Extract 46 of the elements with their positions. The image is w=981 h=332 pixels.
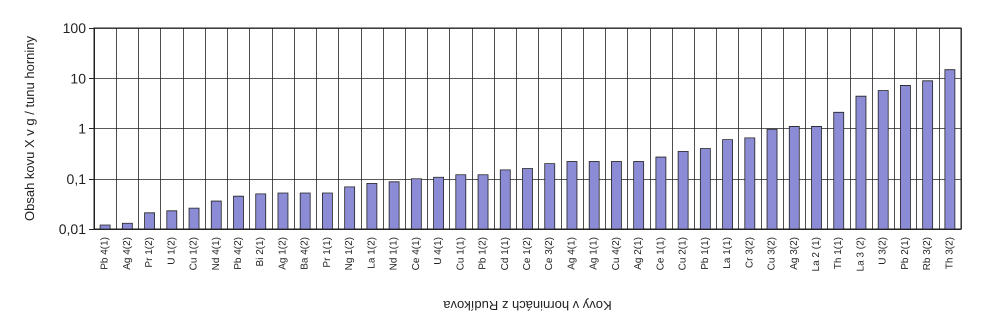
x-tick-label: Pr 1(1) xyxy=(322,237,333,268)
x-tick-label: Ce 3(2) xyxy=(544,237,556,270)
x-tick-label: Nd 4(1) xyxy=(210,237,222,270)
x-tick-label: Ce 4(1) xyxy=(410,237,422,270)
x-tick-label: Pb 1(2) xyxy=(478,237,489,270)
x-tick-label: La 3 (2) xyxy=(855,237,866,272)
x-tick-label: Ag 4(2) xyxy=(122,237,133,270)
x-tick-label: Ba 4(2) xyxy=(300,237,311,270)
x-tick-label: La 1(2) xyxy=(366,237,378,269)
x-tick-label: Ce 1(2) xyxy=(522,237,533,270)
x-tick-label: Cu 1(2) xyxy=(188,237,200,270)
x-tick-label: Cu 4(2) xyxy=(610,237,622,270)
x-tick-label: U 4(1) xyxy=(433,237,444,265)
x-tick-label: U 3(2) xyxy=(878,237,889,265)
x-tick-label: Ag 2(1) xyxy=(633,237,644,270)
x-tick-label: Ag 4(1) xyxy=(566,237,578,270)
x-tick-label: Pb 4(2) xyxy=(233,237,244,270)
x-tick-label: Ng 1(2) xyxy=(344,237,356,270)
y-tick-label: 100 xyxy=(62,20,86,36)
x-tick-label: Pb 2(1) xyxy=(900,237,911,270)
x-tick-label: Ag 1(2) xyxy=(277,237,288,270)
x-tick-label: Nd 1(1) xyxy=(388,237,400,270)
x-tick-label: Cd 1(1) xyxy=(500,237,511,270)
x-tick-label: Th 3(2) xyxy=(944,237,956,270)
x-tick-label: Th 1(1) xyxy=(833,237,844,270)
x-tick-label: U 1(2) xyxy=(166,237,178,265)
y-tick-label: 0,1 xyxy=(66,170,86,187)
x-tick-label: Rb 3(2) xyxy=(922,237,934,270)
y-tick-label: 10 xyxy=(70,70,86,86)
x-tick-label: Pb 4(1) xyxy=(100,237,111,270)
x-tick-label: Cu 1(1) xyxy=(455,237,466,270)
x-tick-label: Cr 3(2) xyxy=(744,237,756,268)
y-tick-label: 1 xyxy=(78,120,86,136)
x-tick-label: La 2 (1) xyxy=(811,237,822,272)
x-tick-label: Pb 1(1) xyxy=(700,237,711,270)
x-tick-label: La 1(1) xyxy=(722,237,734,269)
y-axis-title: Obsah kovu X v g / tunu horniny xyxy=(22,36,37,221)
x-tick-label: Ce 1(1) xyxy=(655,237,666,270)
x-tick-label: Ag 1(1) xyxy=(588,237,600,270)
x-tick-label: Cu 2(1) xyxy=(678,237,689,270)
x-tick-label: Bi 2(1) xyxy=(255,237,266,266)
x-tick-label: Pr 1(2) xyxy=(144,237,156,268)
x-axis-title: Kovy v horninách z Rudíkova xyxy=(442,298,612,313)
x-tick-label: Ag 3(2) xyxy=(788,237,800,270)
y-tick-label: 0,01 xyxy=(58,221,86,237)
x-tick-label: Cu 3(2) xyxy=(766,237,778,270)
